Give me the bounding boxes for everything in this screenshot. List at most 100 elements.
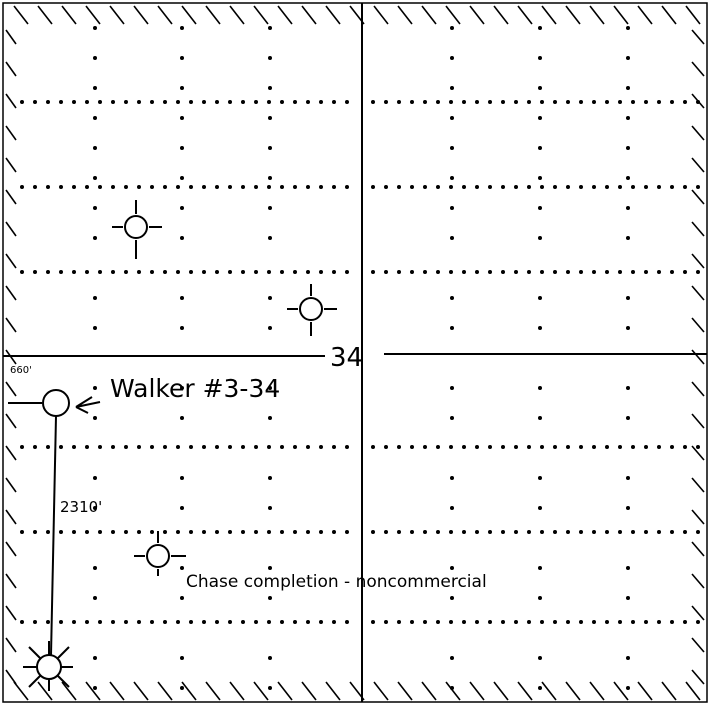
grid-dot: [371, 530, 375, 534]
grid-dot: [268, 176, 272, 180]
grid-dot: [605, 445, 609, 449]
grid-dot: [176, 270, 180, 274]
grid-dot: [150, 445, 154, 449]
grid-dot: [111, 530, 115, 534]
grid-dot: [450, 146, 454, 150]
grid-dot: [626, 596, 630, 600]
grid-dot: [93, 176, 97, 180]
grid-dot: [579, 185, 583, 189]
grid-dot: [501, 530, 505, 534]
offset-line-south: [50, 415, 57, 656]
grid-dot: [345, 530, 349, 534]
grid-dot: [540, 100, 544, 104]
grid-dot: [553, 270, 557, 274]
grid-dot: [85, 620, 89, 624]
grid-dot: [553, 445, 557, 449]
grid-dot: [423, 445, 427, 449]
grid-dot: [696, 445, 700, 449]
grid-dot: [644, 100, 648, 104]
hatch-mark: [397, 5, 413, 25]
grid-dot: [180, 206, 184, 210]
grid-dot: [450, 176, 454, 180]
grid-dot: [268, 236, 272, 240]
grid-dot: [449, 445, 453, 449]
grid-dot: [267, 185, 271, 189]
grid-dot: [488, 185, 492, 189]
grid-dot: [538, 236, 542, 240]
grid-dot: [631, 270, 635, 274]
grid-dot: [538, 566, 542, 570]
grid-dot: [514, 530, 518, 534]
grid-dot: [93, 116, 97, 120]
grid-dot: [579, 270, 583, 274]
grid-dot: [33, 530, 37, 534]
grid-dot: [267, 530, 271, 534]
grid-dot: [618, 620, 622, 624]
grid-dot: [93, 686, 97, 690]
grid-dot: [319, 620, 323, 624]
grid-dot: [449, 185, 453, 189]
grid-dot: [280, 445, 284, 449]
grid-dot: [538, 296, 542, 300]
grid-dot: [501, 270, 505, 274]
grid-dot: [72, 100, 76, 104]
grid-dot: [592, 270, 596, 274]
grid-dot: [423, 270, 427, 274]
hatch-mark: [469, 681, 485, 701]
grid-dot: [626, 206, 630, 210]
grid-dot: [93, 656, 97, 660]
grid-dot: [268, 86, 272, 90]
hatch-mark: [5, 29, 17, 45]
hatch-left-edge: [5, 29, 17, 685]
grid-dot: [538, 56, 542, 60]
grid-dot: [293, 620, 297, 624]
grid-dot: [450, 476, 454, 480]
hatch-mark: [13, 5, 29, 25]
grid-dot: [566, 530, 570, 534]
grid-dot: [180, 506, 184, 510]
grid-dot: [538, 476, 542, 480]
grid-dot: [657, 100, 661, 104]
grid-dot: [683, 270, 687, 274]
hatch-mark: [691, 189, 705, 205]
hatch-mark: [229, 681, 245, 701]
grid-dot: [93, 206, 97, 210]
grid-dot: [475, 620, 479, 624]
hatch-top-edge: [13, 5, 701, 25]
hatch-mark: [565, 681, 581, 701]
grid-dot: [501, 620, 505, 624]
grid-dot: [527, 270, 531, 274]
grid-dot: [553, 620, 557, 624]
hatch-mark: [637, 5, 653, 25]
grid-dot: [631, 185, 635, 189]
grid-dot: [20, 185, 24, 189]
offset-west-label: 660': [10, 365, 32, 376]
grid-dot: [538, 176, 542, 180]
grid-dot: [410, 620, 414, 624]
grid-dot: [111, 185, 115, 189]
grid-dot: [293, 185, 297, 189]
grid-dot: [137, 620, 141, 624]
hatch-mark: [691, 605, 705, 621]
hatch-mark: [661, 681, 677, 701]
grid-dot: [538, 416, 542, 420]
grid-dot: [20, 530, 24, 534]
hatch-mark: [181, 5, 197, 25]
grid-dot: [180, 326, 184, 330]
grid-dot: [72, 270, 76, 274]
grid-dot: [137, 100, 141, 104]
grid-dot: [268, 386, 272, 390]
grid-dot: [450, 656, 454, 660]
grid-dot: [72, 620, 76, 624]
grid-dot: [98, 185, 102, 189]
quarter-quarter-grid: [20, 26, 700, 690]
grid-dot: [384, 185, 388, 189]
proposed-well-icon: [42, 389, 70, 417]
grid-dot: [514, 445, 518, 449]
grid-dot: [93, 236, 97, 240]
grid-dot: [93, 86, 97, 90]
grid-dot: [384, 620, 388, 624]
grid-dot: [180, 26, 184, 30]
grid-dot: [410, 445, 414, 449]
grid-dot: [306, 445, 310, 449]
